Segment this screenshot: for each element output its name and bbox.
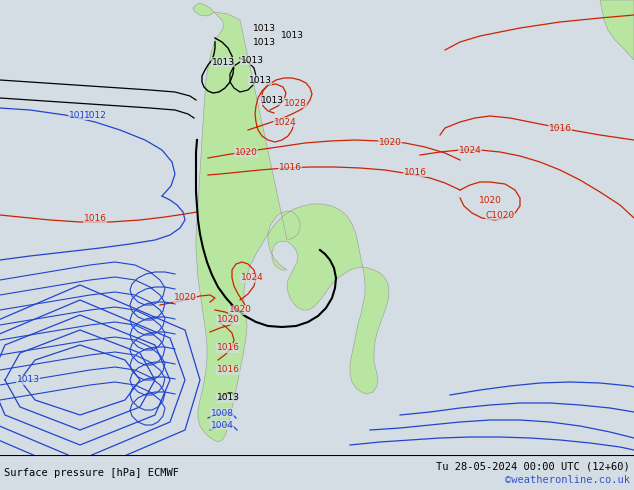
Text: 1024: 1024 [241,273,263,283]
Text: 1013: 1013 [240,55,264,65]
Text: ©weatheronline.co.uk: ©weatheronline.co.uk [505,475,630,485]
Text: 1020: 1020 [229,305,252,315]
Text: 1008: 1008 [210,409,233,417]
Text: 1016: 1016 [403,168,427,176]
Text: 1020: 1020 [378,138,401,147]
Text: 1012: 1012 [84,111,107,120]
Text: Surface pressure [hPa] ECMWF: Surface pressure [hPa] ECMWF [4,468,179,478]
Text: 1013: 1013 [212,57,235,67]
Text: 1013: 1013 [261,96,283,104]
Text: 1024: 1024 [274,118,296,126]
Text: 1004: 1004 [210,420,233,430]
Text: 1020: 1020 [174,294,197,302]
Text: 1020: 1020 [479,196,501,204]
Text: 1016: 1016 [216,343,240,352]
Text: 1013: 1013 [216,393,240,402]
Text: 1024: 1024 [458,146,481,154]
Text: 1016: 1016 [84,214,107,222]
Text: 1012: 1012 [68,111,91,120]
Text: 1013: 1013 [252,24,276,32]
Polygon shape [193,3,214,16]
Text: 1016: 1016 [216,366,240,374]
Text: 1020: 1020 [235,147,257,156]
Text: 1013: 1013 [16,375,39,385]
Text: 1013: 1013 [280,30,304,40]
Polygon shape [600,0,634,60]
Text: Tu 28-05-2024 00:00 UTC (12+60): Tu 28-05-2024 00:00 UTC (12+60) [436,461,630,471]
Polygon shape [196,12,389,442]
Text: 1016: 1016 [548,123,571,132]
Text: C1020: C1020 [486,211,515,220]
Text: 1020: 1020 [217,316,240,324]
Text: 1013: 1013 [252,38,276,47]
Text: 1013: 1013 [249,75,271,84]
Text: 1028: 1028 [283,98,306,107]
Text: 1016: 1016 [278,163,302,172]
